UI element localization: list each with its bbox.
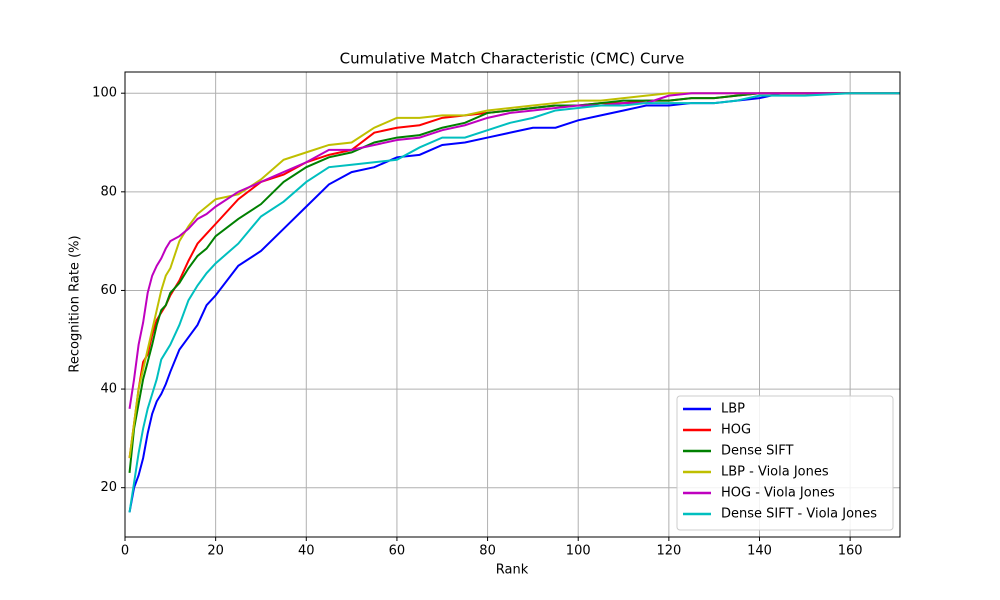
y-tick-label: 100 [92, 86, 117, 101]
x-axis-label: Rank [496, 563, 529, 578]
legend-label: HOG [721, 423, 751, 438]
x-tick-label: 160 [838, 544, 863, 559]
x-tick-label: 0 [121, 544, 129, 559]
y-tick-label: 20 [100, 480, 117, 495]
y-axis-label: Recognition Rate (%) [68, 235, 83, 372]
plot-frame [124, 71, 901, 538]
y-tick-label: 80 [100, 184, 117, 199]
x-tick-label: 60 [389, 544, 406, 559]
x-tick-label: 40 [298, 544, 315, 559]
legend-label: LBP [721, 402, 745, 417]
x-tick-label: 140 [747, 544, 772, 559]
series-line [128, 92, 900, 409]
x-tick-label: 100 [566, 544, 591, 559]
y-tick-label: 40 [100, 382, 117, 397]
legend-label: Dense SIFT [721, 444, 793, 459]
legend-box [676, 395, 894, 531]
chart-title: Cumulative Match Characteristic (CMC) Cu… [340, 50, 685, 68]
legend-label: HOG - Viola Jones [721, 486, 835, 501]
series-line [128, 92, 900, 513]
x-tick-label: 80 [479, 544, 496, 559]
legend-label: Dense SIFT - Viola Jones [721, 507, 877, 522]
series-line [128, 92, 900, 473]
y-tick-label: 60 [100, 283, 117, 298]
x-tick-label: 20 [207, 544, 224, 559]
legend-label: LBP - Viola Jones [721, 465, 829, 480]
x-tick-label: 120 [656, 544, 681, 559]
